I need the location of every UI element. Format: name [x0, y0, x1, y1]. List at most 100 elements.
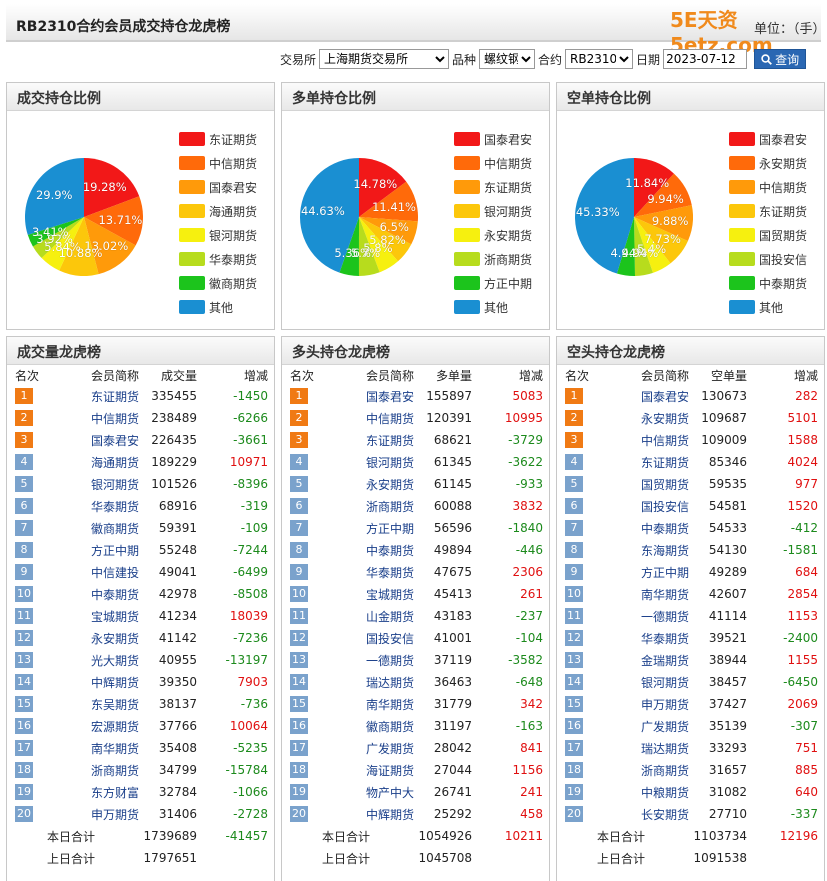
member-name-link[interactable]: 银河期货 — [640, 675, 689, 690]
legend-item[interactable]: 中信期货 — [729, 175, 807, 199]
member-name-link[interactable]: 永安期货 — [640, 411, 689, 426]
legend-item[interactable]: 徽商期货 — [179, 271, 257, 295]
member-name-link[interactable]: 宏源期货 — [90, 719, 139, 734]
legend-item[interactable]: 中信期货 — [454, 151, 532, 175]
member-name-link[interactable]: 徽商期货 — [365, 719, 414, 734]
member-name-link[interactable]: 东证期货 — [640, 455, 689, 470]
legend-item[interactable]: 银河期货 — [179, 223, 257, 247]
member-name-link[interactable]: 山金期货 — [365, 609, 414, 624]
member-name-link[interactable]: 方正中期 — [90, 543, 139, 558]
member-name-link[interactable]: 华泰期货 — [365, 565, 414, 580]
pie-slice[interactable] — [575, 158, 634, 274]
member-name-link[interactable]: 东证期货 — [365, 433, 414, 448]
legend-item[interactable]: 东证期货 — [454, 175, 532, 199]
member-name-link[interactable]: 长安期货 — [640, 807, 689, 822]
pie-slice[interactable] — [359, 217, 398, 273]
pie-slice[interactable] — [84, 196, 143, 246]
member-name-link[interactable]: 中泰期货 — [90, 587, 139, 602]
member-name-link[interactable]: 东证期货 — [90, 389, 139, 404]
member-name-link[interactable]: 国泰君安 — [640, 389, 689, 404]
member-name-link[interactable]: 海证期货 — [365, 763, 414, 778]
member-name-link[interactable]: 南华期货 — [365, 697, 414, 712]
legend-item[interactable]: 浙商期货 — [454, 247, 532, 271]
member-name-link[interactable]: 宝城期货 — [365, 587, 414, 602]
member-name-link[interactable]: 南华期货 — [640, 587, 689, 602]
member-name-link[interactable]: 永安期货 — [365, 477, 414, 492]
pie-slice[interactable] — [84, 217, 136, 275]
member-name-link[interactable]: 华泰期货 — [640, 631, 689, 646]
pie-slice[interactable] — [358, 217, 380, 276]
member-name-link[interactable]: 东方财富 — [90, 785, 139, 800]
pie-slice[interactable] — [84, 158, 140, 217]
legend-item[interactable]: 银河期货 — [454, 199, 532, 223]
legend-item[interactable]: 东证期货 — [729, 199, 807, 223]
member-name-link[interactable]: 中泰期货 — [640, 521, 689, 536]
member-name-link[interactable]: 中粮期货 — [640, 785, 689, 800]
member-name-link[interactable]: 国投安信 — [640, 499, 689, 514]
member-name-link[interactable]: 申万期货 — [640, 697, 689, 712]
legend-item[interactable]: 中泰期货 — [729, 271, 807, 295]
legend-item[interactable]: 海通期货 — [179, 199, 257, 223]
pie-slice[interactable] — [634, 217, 671, 273]
pie-slice[interactable] — [300, 158, 359, 273]
pie-slice[interactable] — [359, 217, 412, 262]
member-name-link[interactable]: 瑞达期货 — [365, 675, 414, 690]
member-name-link[interactable]: 宝城期货 — [90, 609, 139, 624]
member-name-link[interactable]: 浙商期货 — [90, 763, 139, 778]
member-name-link[interactable]: 华泰期货 — [90, 499, 139, 514]
member-name-link[interactable]: 物产中大 — [365, 785, 414, 800]
member-name-link[interactable]: 中辉期货 — [90, 675, 139, 690]
member-name-link[interactable]: 中信期货 — [640, 433, 689, 448]
legend-item[interactable]: 国投安信 — [729, 247, 807, 271]
member-name-link[interactable]: 方正中期 — [640, 565, 689, 580]
member-name-link[interactable]: 国投安信 — [365, 631, 414, 646]
legend-item[interactable]: 华泰期货 — [179, 247, 257, 271]
member-name-link[interactable]: 广发期货 — [640, 719, 689, 734]
member-name-link[interactable]: 海通期货 — [90, 455, 139, 470]
legend-item[interactable]: 国泰君安 — [179, 175, 257, 199]
legend-item[interactable]: 国泰君安 — [729, 127, 807, 151]
legend-item[interactable]: 国贸期货 — [729, 223, 807, 247]
legend-item[interactable]: 永安期货 — [454, 223, 532, 247]
pie-slice[interactable] — [27, 217, 85, 247]
member-name-link[interactable]: 浙商期货 — [365, 499, 414, 514]
member-name-link[interactable]: 国贸期货 — [640, 477, 689, 492]
legend-item[interactable]: 其他 — [454, 295, 532, 319]
exchange-select[interactable]: 上海期货交易所 — [319, 49, 450, 69]
member-name-link[interactable]: 广发期货 — [365, 741, 414, 756]
pie-slice[interactable] — [359, 158, 407, 217]
legend-item[interactable]: 方正中期 — [454, 271, 532, 295]
member-name-link[interactable]: 一德期货 — [640, 609, 689, 624]
legend-item[interactable]: 国泰君安 — [454, 127, 532, 151]
member-name-link[interactable]: 东海期货 — [640, 543, 689, 558]
pie-slice[interactable] — [59, 217, 99, 276]
member-name-link[interactable]: 永安期货 — [90, 631, 139, 646]
member-name-link[interactable]: 中信期货 — [365, 411, 414, 426]
legend-item[interactable]: 其他 — [729, 295, 807, 319]
pie-slice[interactable] — [616, 217, 636, 276]
pie-slice[interactable] — [634, 158, 674, 217]
variety-select[interactable]: 螺纹钢 — [479, 49, 536, 69]
member-name-link[interactable]: 中泰期货 — [365, 543, 414, 558]
member-name-link[interactable]: 国泰君安 — [365, 389, 414, 404]
member-name-link[interactable]: 中信建投 — [90, 565, 139, 580]
pie-slice[interactable] — [359, 181, 418, 222]
contract-select[interactable]: RB2310 — [565, 49, 634, 69]
pie-slice[interactable] — [634, 217, 653, 276]
pie-slice[interactable] — [359, 217, 418, 245]
pie-slice[interactable] — [25, 158, 84, 235]
member-name-link[interactable]: 申万期货 — [90, 807, 139, 822]
pie-slice[interactable] — [634, 217, 688, 264]
member-name-link[interactable]: 银河期货 — [90, 477, 139, 492]
pie-slice[interactable] — [634, 173, 692, 217]
legend-item[interactable]: 中信期货 — [179, 151, 257, 175]
pie-slice[interactable] — [634, 205, 693, 241]
member-name-link[interactable]: 金瑞期货 — [640, 653, 689, 668]
legend-item[interactable]: 其他 — [179, 295, 257, 319]
member-name-link[interactable]: 中信期货 — [90, 411, 139, 426]
pie-slice[interactable] — [41, 217, 84, 271]
member-name-link[interactable]: 浙商期货 — [640, 763, 689, 778]
legend-item[interactable]: 东证期货 — [179, 127, 257, 151]
member-name-link[interactable]: 国泰君安 — [90, 433, 139, 448]
member-name-link[interactable]: 方正中期 — [365, 521, 414, 536]
